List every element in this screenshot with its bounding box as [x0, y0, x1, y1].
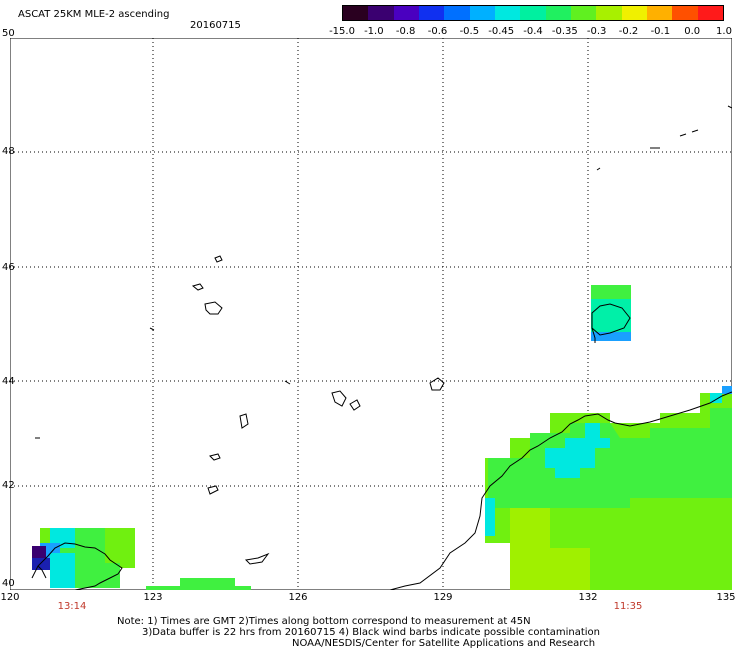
lon-label-123: 123	[143, 592, 163, 603]
color-scale-swatch	[545, 6, 571, 20]
footer-credit: NOAA/NESDIS/Center for Satellite Applica…	[292, 638, 596, 649]
lon-label-132: 132	[578, 592, 598, 603]
time-label-west: 13:14	[57, 601, 87, 612]
color-scale-tick-label: -0.35	[551, 26, 578, 37]
color-scale-tick-label: -0.5	[459, 26, 480, 37]
color-scale-tick-label: -0.4	[523, 26, 543, 37]
color-scale-tick-label: 0.0	[684, 26, 701, 37]
color-scale-swatch	[418, 6, 445, 20]
lat-label-44: 44	[2, 376, 15, 387]
footer-note-line1: Note: 1) Times are GMT 2)Times along bot…	[117, 616, 531, 627]
color-scale-tick-label: -0.3	[586, 26, 607, 37]
color-scale-bar	[342, 5, 724, 21]
color-scale-tick-label: -0.45	[488, 26, 515, 37]
swath-south	[146, 578, 251, 590]
color-scale-swatch	[697, 6, 723, 20]
color-scale-swatch	[520, 6, 546, 20]
color-scale-tick-label: -0.2	[618, 26, 639, 37]
color-scale-labels: -15.0 -1.0 -0.8 -0.6 -0.5 -0.45 -0.4 -0.35 -0.3-…	[320, 26, 740, 38]
lon-label-126: 126	[288, 592, 308, 603]
lat-label-48: 48	[2, 146, 15, 157]
map-date: 20160715	[190, 20, 241, 31]
lon-label-135: 135	[716, 592, 736, 603]
color-scale-swatch	[343, 6, 369, 20]
color-scale-swatch	[469, 6, 495, 20]
color-scale-swatch	[444, 6, 470, 20]
color-scale-swatch	[494, 6, 521, 20]
color-scale-swatch	[646, 6, 673, 20]
color-scale-swatch	[393, 6, 419, 20]
lon-label-120: 120	[0, 592, 20, 603]
color-scale-swatch	[621, 6, 647, 20]
color-scale-tick-label: -15.0	[329, 26, 355, 37]
lat-label-50: 50	[2, 28, 15, 39]
color-scale-tick-label: -0.8	[395, 26, 416, 37]
color-scale-swatch	[570, 6, 597, 20]
color-scale-swatch	[596, 6, 622, 20]
color-scale-tick-label: -1.0	[364, 26, 384, 37]
color-scale-swatch	[368, 6, 394, 20]
color-scale-swatch	[672, 6, 698, 20]
swath-southeast	[485, 386, 732, 590]
map-gridlines	[10, 38, 732, 590]
color-scale-tick-label: 1.0	[716, 26, 732, 37]
lat-label-46: 46	[2, 262, 15, 273]
coastlines	[31, 105, 732, 590]
lat-label-42: 42	[2, 480, 15, 491]
footer-note-line2: 3)Data buffer is 22 hrs from 20160715 4)…	[142, 627, 600, 638]
lat-label-40: 40	[2, 578, 15, 589]
color-scale-tick-label: -0.1	[650, 26, 671, 37]
lon-label-129: 129	[433, 592, 453, 603]
map-title: ASCAT 25KM MLE-2 ascending	[18, 9, 170, 20]
map-panel	[10, 38, 732, 590]
color-scale-tick-label: -0.6	[427, 26, 448, 37]
time-label-east: 11:35	[613, 601, 643, 612]
